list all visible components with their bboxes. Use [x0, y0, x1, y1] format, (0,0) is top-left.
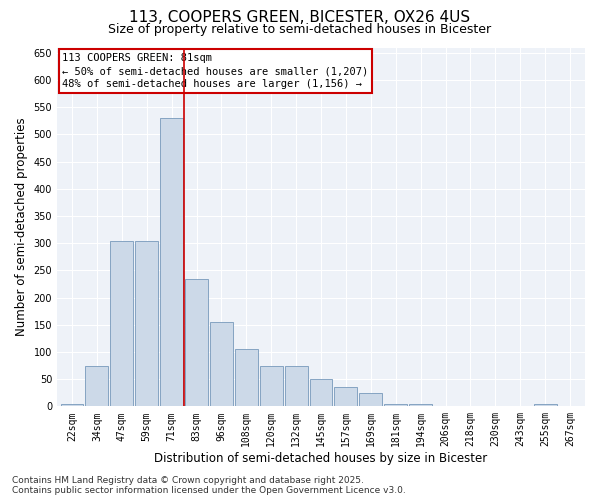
Bar — [310, 379, 332, 406]
Bar — [284, 366, 308, 406]
Bar — [384, 404, 407, 406]
Text: Size of property relative to semi-detached houses in Bicester: Size of property relative to semi-detach… — [109, 22, 491, 36]
Text: 113, COOPERS GREEN, BICESTER, OX26 4US: 113, COOPERS GREEN, BICESTER, OX26 4US — [130, 10, 470, 25]
X-axis label: Distribution of semi-detached houses by size in Bicester: Distribution of semi-detached houses by … — [154, 452, 488, 465]
Bar — [110, 240, 133, 406]
Bar — [260, 366, 283, 406]
Bar — [235, 349, 258, 406]
Bar — [210, 322, 233, 406]
Bar — [334, 388, 358, 406]
Bar — [61, 404, 83, 406]
Text: Contains HM Land Registry data © Crown copyright and database right 2025.
Contai: Contains HM Land Registry data © Crown c… — [12, 476, 406, 495]
Bar — [533, 404, 557, 406]
Bar — [160, 118, 183, 406]
Text: 113 COOPERS GREEN: 81sqm
← 50% of semi-detached houses are smaller (1,207)
48% o: 113 COOPERS GREEN: 81sqm ← 50% of semi-d… — [62, 53, 368, 90]
Bar — [135, 240, 158, 406]
Bar — [359, 392, 382, 406]
Bar — [185, 278, 208, 406]
Bar — [409, 404, 432, 406]
Y-axis label: Number of semi-detached properties: Number of semi-detached properties — [15, 118, 28, 336]
Bar — [85, 366, 109, 406]
